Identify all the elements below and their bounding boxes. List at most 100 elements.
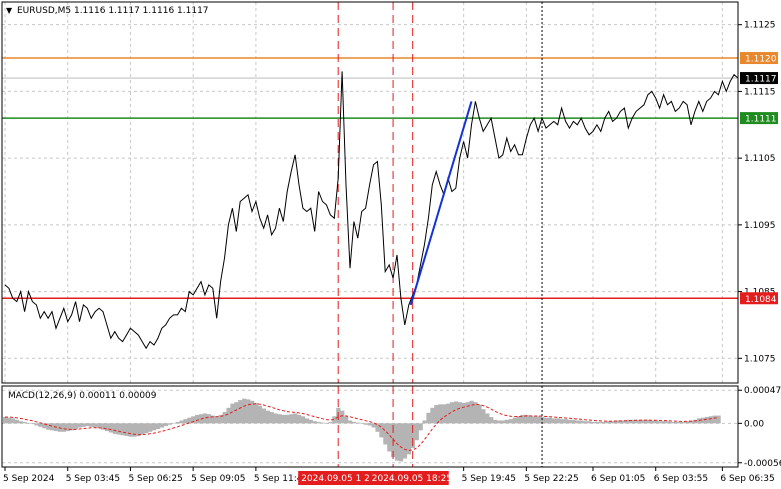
macd-bar: [630, 419, 635, 424]
macd-bar: [469, 400, 474, 424]
macd-bar: [34, 423, 39, 426]
macd-bar: [297, 414, 302, 424]
macd-bar: [555, 418, 560, 424]
macd-bar: [128, 423, 133, 437]
macd-bar: [489, 416, 494, 424]
macd-bar: [516, 416, 521, 424]
macd-bar: [571, 419, 576, 424]
macd-bar: [152, 423, 157, 431]
macd-bar: [101, 423, 106, 430]
macd-bar: [50, 423, 55, 431]
macd-bar: [371, 423, 376, 428]
time-marker-badge: [298, 471, 379, 485]
macd-bar: [144, 423, 149, 434]
macd-bar: [273, 413, 278, 424]
macd-bar: [26, 423, 31, 424]
dropdown-arrow-icon[interactable]: ▼: [6, 6, 13, 15]
macd-bar: [46, 423, 51, 430]
macd-bar: [348, 420, 353, 424]
macd-bar: [563, 419, 568, 424]
horizontal-levels[interactable]: [2, 57, 738, 300]
trend-line[interactable]: [409, 101, 473, 306]
macd-tick-label: 0.00047: [744, 386, 781, 396]
macd-bar: [551, 418, 557, 424]
macd-bar: [685, 421, 690, 424]
macd-bar: [344, 416, 349, 424]
macd-histogram: [3, 398, 721, 462]
price-badge-bg: [740, 112, 778, 125]
macd-bar: [179, 420, 184, 424]
macd-bar: [140, 423, 145, 435]
macd-bar: [379, 423, 384, 438]
macd-bar: [242, 398, 247, 424]
macd-bar: [716, 415, 721, 424]
macd-bar: [673, 421, 678, 424]
macd-bar: [136, 423, 141, 437]
macd-bar: [10, 418, 16, 424]
macd-bar: [97, 423, 102, 429]
macd-bar: [414, 423, 419, 441]
macd-bar: [532, 416, 537, 424]
macd-axis: 0.00047 0.00 -0.00056: [738, 386, 781, 469]
macd-bar: [602, 421, 608, 424]
macd-bar: [524, 414, 529, 424]
symbol-info: EURUSD,M5 1.1116 1.1117 1.1116 1.1117: [17, 6, 209, 16]
price-badge-label: 1.1111: [745, 115, 777, 125]
price-tick-label: 1.1125: [744, 21, 776, 31]
macd-bar: [544, 417, 549, 424]
macd-bar: [598, 421, 604, 424]
macd-bar: [206, 414, 212, 424]
macd-bar: [308, 419, 314, 424]
price-tick-label: 1.1075: [744, 354, 776, 364]
macd-bar: [81, 423, 86, 427]
macd-bar: [481, 409, 486, 424]
macd-bar: [387, 423, 392, 452]
macd-bar: [6, 417, 12, 424]
macd-bar: [195, 414, 200, 424]
macd-bar: [528, 415, 533, 424]
macd-bar: [395, 423, 400, 461]
macd-bar: [340, 410, 345, 424]
price-badge-label: 1.1117: [745, 75, 777, 85]
macd-bar: [587, 421, 592, 424]
macd-bar: [422, 420, 427, 424]
macd-bar: [257, 405, 263, 424]
price-tick-label: 1.1105: [744, 154, 776, 164]
macd-tick-label: 0.00: [744, 419, 764, 429]
price-badge-bg: [740, 52, 778, 65]
macd-bar: [606, 421, 611, 424]
time-marker-badge: [368, 471, 449, 485]
macd-bar: [222, 412, 227, 424]
macd-bar: [642, 419, 647, 424]
macd-bar: [108, 423, 114, 433]
macd-bar: [496, 420, 502, 424]
macd-bar: [18, 421, 23, 424]
macd-bar: [689, 420, 694, 424]
main-price-panel[interactable]: [1, 1, 739, 384]
macd-bar: [269, 412, 274, 424]
macd-bar: [359, 423, 364, 424]
macd-bar: [148, 423, 153, 432]
macd-bar: [638, 419, 643, 424]
macd-bar: [567, 419, 572, 424]
vertical-markers-macd: [337, 386, 543, 467]
time-tick-label: 5 Sep 11:4: [254, 474, 303, 484]
symbol-title: ▼ EURUSD,M5 1.1116 1.1117 1.1116 1.1117: [6, 6, 209, 16]
macd-bar: [132, 423, 137, 437]
macd-bar: [155, 423, 161, 429]
price-badge-label: 1.1084: [745, 295, 777, 305]
macd-bar: [187, 417, 192, 424]
macd-bar: [661, 421, 666, 424]
time-tick-label: 5 Sep 22:25: [524, 474, 578, 484]
macd-bar: [22, 421, 27, 424]
macd-bar: [234, 402, 239, 424]
macd-bar: [426, 412, 431, 424]
macd-bar: [218, 414, 223, 424]
macd-bar: [618, 420, 623, 424]
macd-panel[interactable]: [1, 385, 739, 468]
macd-bar: [681, 421, 686, 424]
macd-label: MACD(12,26,9) 0.00011 0.00009: [8, 391, 157, 401]
macd-bar: [238, 400, 243, 424]
macd-bar: [461, 402, 466, 424]
